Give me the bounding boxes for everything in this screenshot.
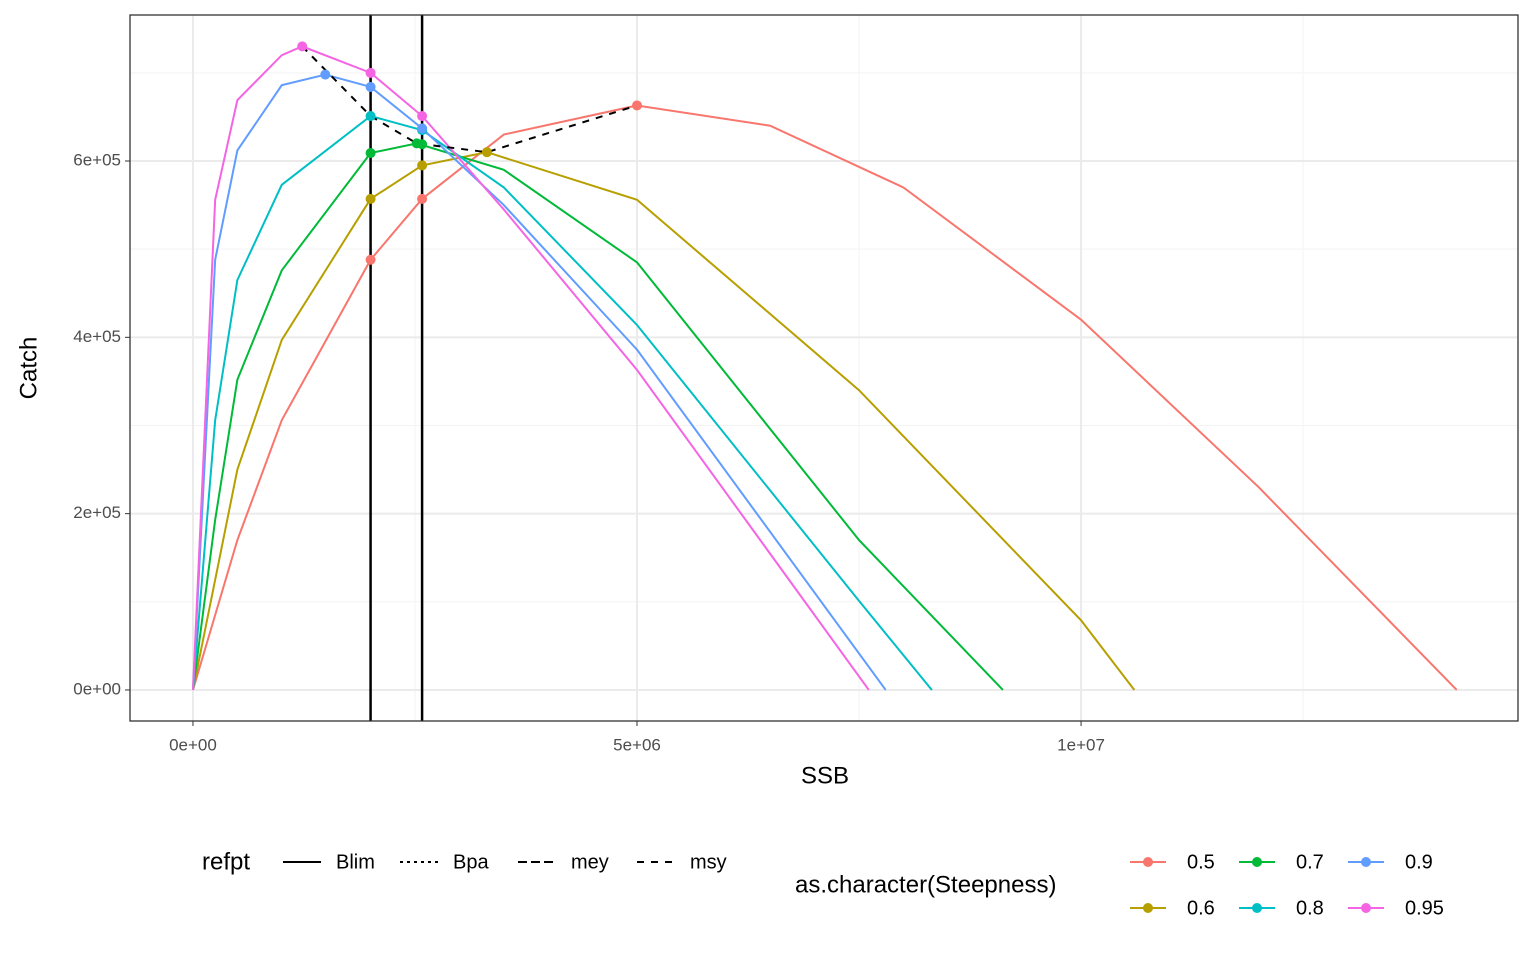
legend-key — [1361, 903, 1371, 913]
y-tick-label: 6e+05 — [73, 150, 121, 169]
series-line — [192, 104, 1458, 691]
legend-label: 0.7 — [1296, 851, 1324, 873]
point — [365, 148, 376, 159]
y-tick-label: 4e+05 — [73, 327, 121, 346]
legend-key — [1252, 903, 1262, 913]
legend-label: 0.95 — [1405, 897, 1444, 919]
point — [365, 81, 376, 92]
legend-title: refpt — [202, 848, 250, 875]
series-line — [191, 45, 870, 691]
point — [417, 123, 428, 134]
point — [297, 41, 308, 52]
panel-border — [129, 14, 1519, 722]
legend-label: 0.6 — [1187, 897, 1215, 919]
legend-label: Bpa — [453, 851, 489, 873]
point — [365, 193, 376, 204]
point — [632, 100, 643, 111]
series-line — [191, 142, 1004, 691]
legend-label: msy — [690, 851, 727, 873]
legend-label: 0.9 — [1405, 851, 1433, 873]
legend-key — [1361, 857, 1371, 867]
point — [365, 67, 376, 78]
point — [365, 111, 376, 122]
point — [417, 111, 428, 122]
point — [417, 160, 428, 171]
legend-key — [1143, 857, 1153, 867]
y-axis-title: Catch — [15, 337, 42, 400]
point — [481, 147, 492, 158]
y-tick-label: 2e+05 — [73, 503, 121, 522]
x-tick-label: 1e+07 — [1057, 735, 1105, 754]
y-tick-label: 0e+00 — [73, 679, 121, 698]
x-tick-label: 5e+06 — [613, 735, 661, 754]
point — [417, 193, 428, 204]
point — [417, 139, 428, 150]
msy-line — [301, 45, 638, 154]
legend-label: 0.8 — [1296, 897, 1324, 919]
legend-key — [1143, 903, 1153, 913]
legend-key — [1252, 857, 1262, 867]
point — [365, 254, 376, 265]
legend-label: mey — [571, 851, 609, 873]
legend-title: as.character(Steepness) — [795, 871, 1056, 898]
series-line — [191, 114, 933, 691]
x-axis-title: SSB — [801, 762, 849, 789]
series-line — [191, 73, 887, 691]
series-line — [191, 151, 1136, 691]
legend-label: 0.5 — [1187, 851, 1215, 873]
point — [320, 69, 331, 80]
x-tick-label: 0e+00 — [169, 735, 217, 754]
legend-label: Blim — [336, 851, 375, 873]
